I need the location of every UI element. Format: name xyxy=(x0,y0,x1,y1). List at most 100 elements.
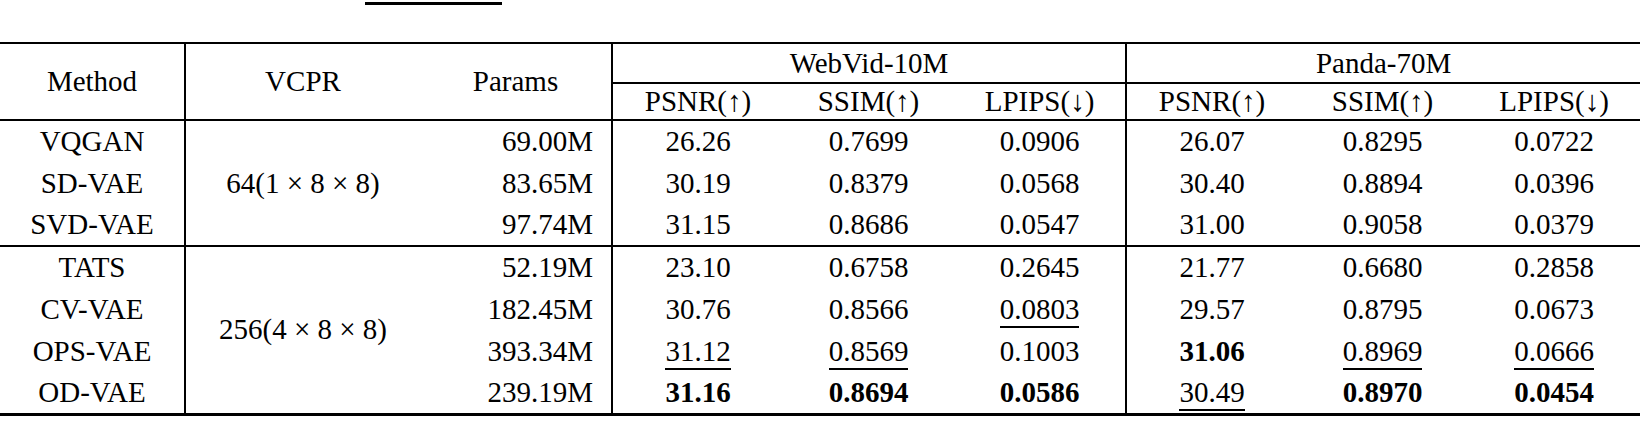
metric-value: 0.8686 xyxy=(829,208,909,240)
method-cell: SD-VAE xyxy=(0,162,185,204)
metric-value: 0.8970 xyxy=(1343,376,1423,408)
webvid-ssim-cell: 0.7699 xyxy=(783,120,954,162)
metric-value: 0.0666 xyxy=(1514,335,1594,370)
metric-value: 0.0454 xyxy=(1514,376,1594,408)
metric-value: 0.8894 xyxy=(1343,167,1423,199)
panda-ssim-cell: 0.6680 xyxy=(1297,246,1468,288)
metric-value: 0.8295 xyxy=(1343,125,1423,157)
panda-psnr-cell: 30.49 xyxy=(1126,372,1297,414)
panda-psnr-cell: 31.06 xyxy=(1126,330,1297,372)
col-header-webvid-psnr: PSNR(↑) xyxy=(612,83,783,120)
metric-value: 0.0586 xyxy=(1000,376,1080,408)
webvid-lpips-cell: 0.0547 xyxy=(954,204,1126,246)
webvid-psnr-cell: 23.10 xyxy=(612,246,783,288)
metric-value: 0.8379 xyxy=(829,167,909,199)
metric-value: 0.1003 xyxy=(1000,335,1080,367)
metric-value: 0.6680 xyxy=(1343,251,1423,283)
table-body: VQGAN 64(1 × 8 × 8) 69.00M 26.26 0.7699 … xyxy=(0,120,1640,414)
metric-value: 0.0396 xyxy=(1514,167,1594,199)
metric-value: 26.07 xyxy=(1179,125,1244,157)
metric-value: 30.49 xyxy=(1179,376,1244,411)
col-header-method: Method xyxy=(0,43,185,120)
col-header-panda-ssim: SSIM(↑) xyxy=(1297,83,1468,120)
metric-value: 21.77 xyxy=(1179,251,1244,283)
metric-value: 0.2858 xyxy=(1514,251,1594,283)
metric-value: 0.9058 xyxy=(1343,208,1423,240)
metric-value: 0.8569 xyxy=(829,335,909,370)
metric-value: 0.0568 xyxy=(1000,167,1080,199)
method-cell: OD-VAE xyxy=(0,372,185,414)
panda-ssim-cell: 0.9058 xyxy=(1297,204,1468,246)
metric-value: 0.0547 xyxy=(1000,208,1080,240)
method-cell: VQGAN xyxy=(0,120,185,162)
metric-value: 0.8969 xyxy=(1343,335,1423,370)
webvid-ssim-cell: 0.6758 xyxy=(783,246,954,288)
webvid-psnr-cell: 31.16 xyxy=(612,372,783,414)
webvid-lpips-cell: 0.0586 xyxy=(954,372,1126,414)
col-header-webvid-ssim: SSIM(↑) xyxy=(783,83,954,120)
results-table: Method VCPR Params WebVid-10M Panda-70M … xyxy=(0,42,1640,416)
metric-value: 0.8566 xyxy=(829,293,909,325)
method-cell: OPS-VAE xyxy=(0,330,185,372)
panda-ssim-cell: 0.8894 xyxy=(1297,162,1468,204)
table-row-tats: TATS 256(4 × 8 × 8) 52.19M 23.10 0.6758 … xyxy=(0,246,1640,288)
panda-psnr-cell: 30.40 xyxy=(1126,162,1297,204)
webvid-ssim-cell: 0.8686 xyxy=(783,204,954,246)
panda-psnr-cell: 21.77 xyxy=(1126,246,1297,288)
panda-ssim-cell: 0.8969 xyxy=(1297,330,1468,372)
webvid-lpips-cell: 0.0906 xyxy=(954,120,1126,162)
method-cell: TATS xyxy=(0,246,185,288)
metric-value: 0.0722 xyxy=(1514,125,1594,157)
metric-value: 0.0803 xyxy=(1000,293,1080,328)
col-header-webvid-lpips: LPIPS(↓) xyxy=(954,83,1126,120)
col-header-vcpr: VCPR xyxy=(185,43,420,120)
webvid-psnr-cell: 30.76 xyxy=(612,288,783,330)
webvid-psnr-cell: 30.19 xyxy=(612,162,783,204)
params-cell: 182.45M xyxy=(420,288,612,330)
table-row-vqgan: VQGAN 64(1 × 8 × 8) 69.00M 26.26 0.7699 … xyxy=(0,120,1640,162)
panda-ssim-cell: 0.8970 xyxy=(1297,372,1468,414)
panda-lpips-cell: 0.0722 xyxy=(1468,120,1640,162)
panda-psnr-cell: 26.07 xyxy=(1126,120,1297,162)
metric-value: 26.26 xyxy=(665,125,730,157)
method-cell: SVD-VAE xyxy=(0,204,185,246)
metric-value: 31.16 xyxy=(665,376,730,408)
metric-value: 23.10 xyxy=(665,251,730,283)
webvid-psnr-cell: 31.15 xyxy=(612,204,783,246)
params-cell: 69.00M xyxy=(420,120,612,162)
webvid-ssim-cell: 0.8379 xyxy=(783,162,954,204)
panda-lpips-cell: 0.2858 xyxy=(1468,246,1640,288)
col-header-panda-psnr: PSNR(↑) xyxy=(1126,83,1297,120)
metric-value: 31.12 xyxy=(665,335,730,370)
webvid-lpips-cell: 0.0568 xyxy=(954,162,1126,204)
metric-value: 0.0379 xyxy=(1514,208,1594,240)
params-cell: 97.74M xyxy=(420,204,612,246)
params-cell: 83.65M xyxy=(420,162,612,204)
method-cell: CV-VAE xyxy=(0,288,185,330)
panda-lpips-cell: 0.0673 xyxy=(1468,288,1640,330)
col-header-params: Params xyxy=(420,43,612,120)
panda-ssim-cell: 0.8295 xyxy=(1297,120,1468,162)
col-header-panda-lpips: LPIPS(↓) xyxy=(1468,83,1640,120)
webvid-lpips-cell: 0.1003 xyxy=(954,330,1126,372)
metric-value: 30.19 xyxy=(665,167,730,199)
panda-lpips-cell: 0.0666 xyxy=(1468,330,1640,372)
caption-underline-fragment xyxy=(365,2,502,5)
webvid-ssim-cell: 0.8566 xyxy=(783,288,954,330)
metric-value: 0.7699 xyxy=(829,125,909,157)
metric-value: 29.57 xyxy=(1179,293,1244,325)
metric-value: 0.0906 xyxy=(1000,125,1080,157)
vcpr-cell-block1: 64(1 × 8 × 8) xyxy=(185,120,420,246)
params-cell: 52.19M xyxy=(420,246,612,288)
panda-lpips-cell: 0.0454 xyxy=(1468,372,1640,414)
webvid-ssim-cell: 0.8694 xyxy=(783,372,954,414)
panda-lpips-cell: 0.0379 xyxy=(1468,204,1640,246)
panda-psnr-cell: 29.57 xyxy=(1126,288,1297,330)
metric-value: 0.0673 xyxy=(1514,293,1594,325)
webvid-lpips-cell: 0.2645 xyxy=(954,246,1126,288)
webvid-ssim-cell: 0.8569 xyxy=(783,330,954,372)
params-cell: 239.19M xyxy=(420,372,612,414)
panda-lpips-cell: 0.0396 xyxy=(1468,162,1640,204)
panda-psnr-cell: 31.00 xyxy=(1126,204,1297,246)
metric-value: 0.2645 xyxy=(1000,251,1080,283)
